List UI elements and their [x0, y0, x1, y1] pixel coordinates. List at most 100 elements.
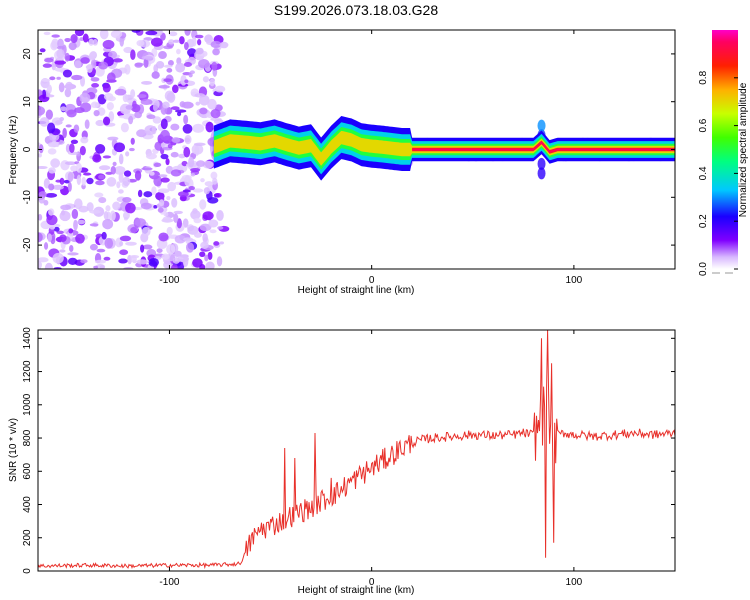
noise-blob: [66, 109, 77, 118]
noise-blob: [82, 33, 89, 43]
noise-blob: [118, 172, 124, 183]
noise-blob: [80, 259, 88, 264]
noise-blob: [49, 226, 55, 230]
noise-blob: [158, 199, 165, 207]
noise-blob: [193, 142, 206, 147]
snr-plot: -100 0 100 0 200 400 600 800 1000 1200 1400 Heigh…: [8, 327, 676, 596]
noise-blob: [104, 237, 114, 249]
noise-blob: [178, 36, 185, 45]
noise-blob: [42, 63, 52, 68]
noise-blob: [173, 213, 179, 223]
noise-blob: [170, 106, 180, 111]
colorbar: 0.0 0.2 0.4 0.6 0.8 Normalized spectral ampl…: [698, 30, 749, 276]
noise-blob: [103, 92, 114, 101]
noise-blob: [183, 114, 189, 125]
noise-blob: [119, 241, 124, 247]
noise-blob: [199, 107, 208, 115]
noise-blob: [179, 101, 186, 108]
noise-blob: [54, 60, 67, 65]
noise-blob: [158, 51, 167, 60]
noise-blob: [125, 241, 137, 246]
noise-blob: [146, 114, 156, 120]
noise-blob: [89, 223, 99, 227]
y-tick-label: 200: [22, 529, 33, 546]
noise-blob: [198, 94, 210, 106]
noise-blob: [210, 171, 218, 180]
noise-blob: [64, 52, 70, 62]
noise-blob: [89, 209, 101, 214]
noise-blob: [67, 181, 72, 192]
noise-blob: [190, 173, 196, 177]
noise-blob: [155, 61, 165, 69]
noise-blob: [68, 42, 77, 51]
noise-blob: [160, 129, 170, 141]
noise-blob: [98, 174, 105, 180]
signal-spike-blob: [537, 119, 546, 132]
snr-y-ticks: 0 200 400 600 800 1000 1200 1400: [22, 327, 675, 574]
noise-blob: [158, 232, 169, 242]
snr-x-ticks: -100 0 100: [159, 330, 583, 588]
noise-blob: [205, 261, 215, 269]
noise-blob: [162, 101, 170, 109]
noise-blob: [136, 39, 145, 47]
noise-blob: [152, 116, 162, 124]
noise-blob: [52, 252, 64, 264]
noise-blob: [86, 177, 94, 185]
noise-blob: [45, 109, 54, 120]
noise-blob: [202, 233, 208, 243]
noise-blob: [70, 34, 78, 44]
noise-blob: [167, 143, 173, 149]
noise-blob: [99, 30, 109, 40]
y-tick-label: 400: [22, 496, 33, 513]
noise-blob: [195, 34, 204, 39]
noise-blob: [131, 104, 141, 113]
noise-blob: [46, 214, 58, 226]
noise-blob: [51, 34, 60, 38]
noise-blob: [182, 189, 191, 193]
noise-blob: [46, 84, 52, 94]
noise-blob: [145, 153, 158, 160]
noise-blob: [193, 232, 202, 238]
noise-blob: [62, 127, 67, 139]
noise-blob: [168, 39, 175, 45]
noise-blob: [148, 258, 159, 267]
noise-blob: [67, 151, 79, 156]
noise-blob: [71, 74, 83, 81]
noise-blob: [59, 249, 66, 253]
noise-blob: [136, 259, 149, 265]
noise-blob: [176, 48, 181, 55]
noise-blob: [176, 218, 182, 229]
noise-blob: [157, 207, 164, 213]
noise-blob: [184, 134, 192, 145]
noise-blob: [68, 228, 74, 234]
y-tick-label: 10: [22, 96, 33, 108]
noise-blob: [176, 111, 182, 117]
noise-blob: [160, 118, 168, 130]
noise-blob: [214, 193, 222, 198]
noise-blob: [106, 72, 116, 83]
colorbar-tick-label: 0.8: [698, 70, 709, 84]
noise-blob: [74, 60, 82, 69]
noise-blob: [95, 180, 105, 186]
noise-blob: [210, 40, 222, 49]
noise-blob: [130, 49, 136, 60]
noise-blob: [48, 208, 55, 216]
noise-blob: [170, 169, 182, 177]
noise-blob: [167, 60, 174, 66]
snr-y-label: SNR (10 * v/v): [8, 418, 19, 482]
noise-blob: [202, 76, 210, 83]
noise-blob: [200, 178, 205, 183]
noise-blob: [217, 226, 224, 230]
noise-blob: [43, 31, 51, 36]
noise-blob: [43, 242, 49, 250]
noise-blob: [207, 251, 213, 260]
noise-blob: [128, 115, 134, 125]
y-tick-label: 0: [22, 568, 33, 574]
noise-blob: [193, 217, 202, 224]
noise-blob: [64, 161, 77, 165]
noise-blob: [113, 58, 123, 63]
noise-blob: [166, 195, 171, 201]
noise-blob: [60, 106, 67, 112]
snr-x-label: Height of straight line (km): [298, 585, 415, 596]
